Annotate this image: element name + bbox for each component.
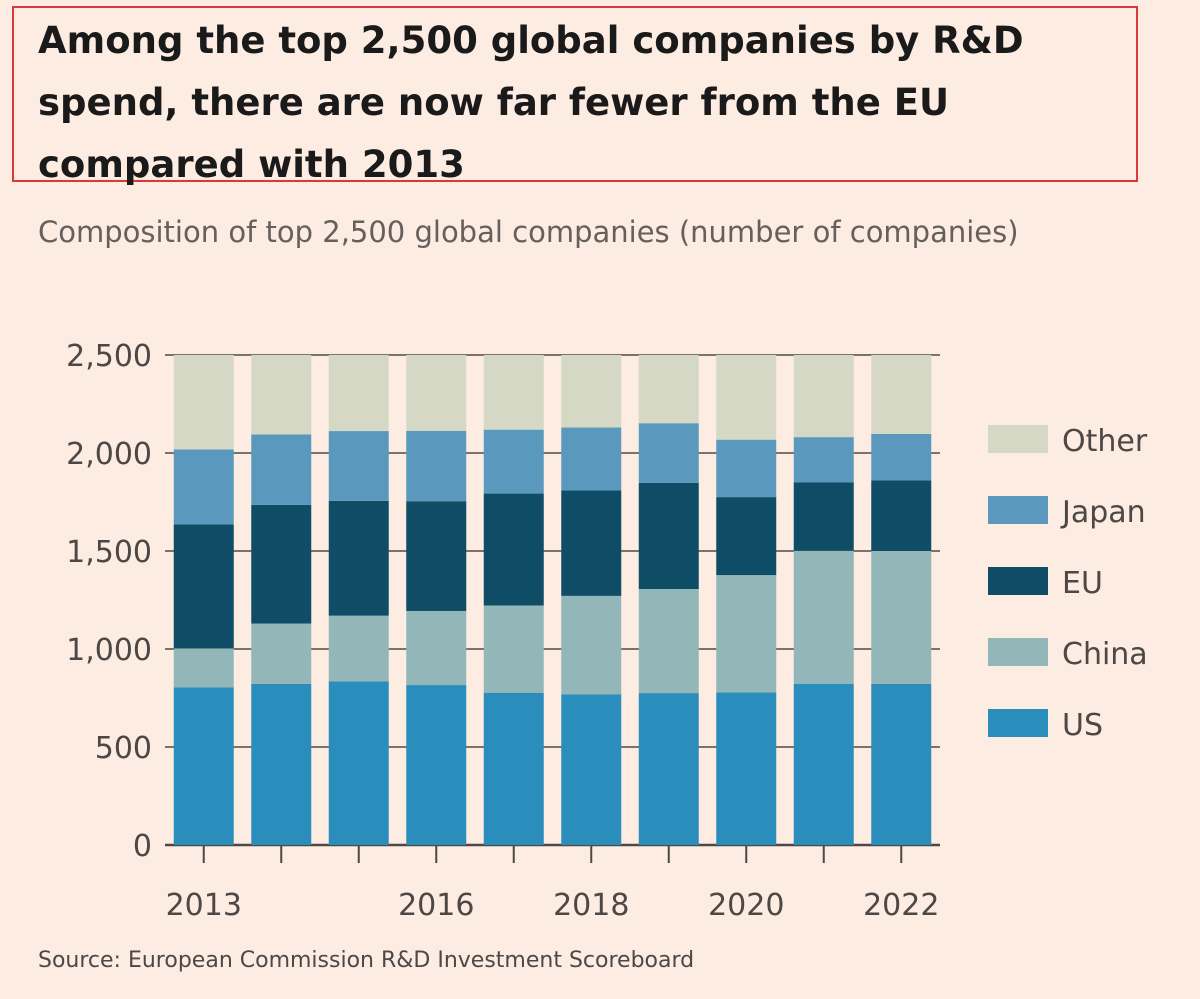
bar-china-2020: [716, 575, 777, 693]
x-tick-label: 2016: [398, 888, 474, 923]
chart-subtitle: Composition of top 2,500 global companie…: [38, 215, 1019, 249]
bar-japan-2015: [328, 431, 389, 501]
bar-eu-2015: [328, 500, 389, 616]
x-tick-label: 2018: [553, 888, 629, 923]
bar-us-2020: [716, 692, 777, 845]
bar-us-2022: [871, 683, 932, 845]
bar-china-2014: [251, 623, 312, 684]
stacked-bar-chart: 0 500 1,000 1,500 2,000 2,500 2013 2016 2018 2020…: [66, 339, 1148, 923]
bar-eu-2020: [716, 497, 777, 576]
legend-label-us: US: [1062, 708, 1103, 743]
bar-us-2013: [173, 687, 234, 845]
bar-eu-2014: [251, 504, 312, 624]
bar-japan-2018: [561, 427, 622, 491]
bar-eu-2021: [793, 482, 854, 551]
legend-swatch-other: [988, 425, 1048, 453]
bar-eu-2018: [561, 490, 622, 596]
y-tick-label: 1,500: [66, 535, 152, 570]
bar-other-2019: [638, 355, 699, 424]
bar-us-2017: [483, 692, 544, 845]
bar-other-2015: [328, 355, 389, 432]
bar-eu-2017: [483, 493, 544, 606]
bar-us-2019: [638, 693, 699, 845]
x-tick-label: 2013: [166, 888, 242, 923]
y-tick-label: 0: [133, 829, 152, 864]
legend-swatch-eu: [988, 567, 1048, 595]
bar-other-2020: [716, 355, 777, 440]
axes: 0 500 1,000 1,500 2,000 2,500 2013 2016 2018 2020…: [66, 339, 939, 923]
bar-china-2015: [328, 615, 389, 682]
bar-other-2013: [173, 355, 234, 450]
x-tick-label: 2022: [863, 888, 939, 923]
bar-other-2021: [793, 355, 854, 438]
bar-eu-2013: [173, 524, 234, 649]
bar-us-2015: [328, 681, 389, 845]
legend-swatch-china: [988, 638, 1048, 666]
bar-eu-2022: [871, 480, 932, 551]
y-tick-label: 500: [95, 731, 152, 766]
chart-title: Among the top 2,500 global companies by …: [38, 19, 1024, 186]
bar-japan-2014: [251, 434, 312, 505]
legend-label-other: Other: [1062, 424, 1148, 459]
bar-china-2013: [173, 648, 234, 688]
bar-other-2017: [483, 355, 544, 430]
bar-china-2018: [561, 595, 622, 695]
bar-japan-2019: [638, 423, 699, 483]
y-tick-label: 2,500: [66, 339, 152, 374]
legend-swatch-japan: [988, 496, 1048, 524]
legend-label-eu: EU: [1062, 566, 1103, 601]
legend-swatch-us: [988, 709, 1048, 737]
bar-us-2014: [251, 683, 312, 845]
bar-us-2021: [793, 683, 854, 845]
bar-china-2016: [406, 610, 467, 686]
bar-china-2022: [871, 551, 932, 684]
source-note: Source: European Commission R&D Investme…: [38, 948, 695, 973]
bar-other-2018: [561, 355, 622, 428]
bar-japan-2013: [173, 449, 234, 525]
bar-other-2022: [871, 355, 932, 434]
bar-japan-2016: [406, 430, 467, 502]
bar-japan-2017: [483, 429, 544, 494]
title-highlight-box: [12, 6, 1138, 182]
bar-japan-2020: [716, 439, 777, 498]
bar-china-2019: [638, 589, 699, 694]
x-tick-label: 2020: [708, 888, 784, 923]
legend-label-china: China: [1062, 637, 1148, 672]
bars: [173, 355, 932, 845]
bar-china-2021: [793, 550, 854, 684]
y-tick-label: 2,000: [66, 437, 152, 472]
bar-eu-2016: [406, 501, 467, 611]
bar-other-2014: [251, 355, 312, 435]
bar-us-2016: [406, 685, 467, 845]
bar-japan-2021: [793, 437, 854, 483]
bar-japan-2022: [871, 433, 932, 481]
bar-us-2018: [561, 694, 622, 845]
bar-china-2017: [483, 605, 544, 693]
bar-other-2016: [406, 355, 467, 431]
y-tick-label: 1,000: [66, 633, 152, 668]
legend-label-japan: Japan: [1060, 495, 1146, 530]
bar-eu-2019: [638, 482, 699, 590]
legend: Other Japan EU China US: [988, 424, 1148, 743]
